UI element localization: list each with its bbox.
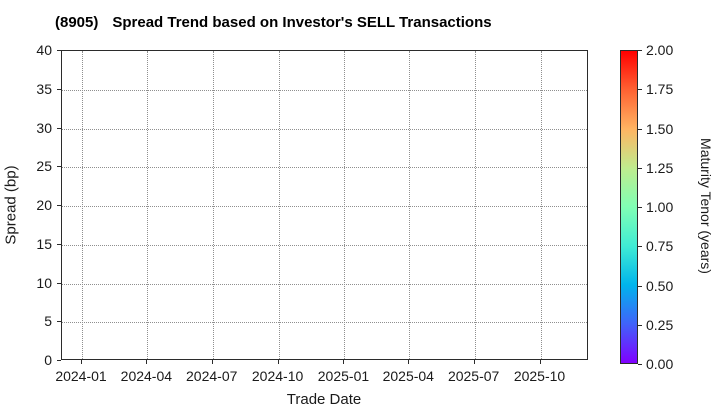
y-tick-label: 25 [36, 158, 52, 175]
y-gridline [62, 322, 587, 324]
colorbar-tick-label: 1.25 [646, 159, 674, 176]
colorbar-tick-label: 1.75 [646, 81, 674, 98]
x-tick-mark [343, 360, 345, 364]
y-tick-label: 0 [44, 352, 52, 368]
y-tick-mark [57, 282, 61, 284]
chart-title-text: Spread Trend based on Investor's SELL Tr… [112, 14, 492, 31]
y-gridline [62, 283, 587, 285]
y-gridline [62, 167, 587, 169]
x-gridline [474, 51, 476, 359]
x-gridline [409, 51, 411, 359]
colorbar-tick-label: 0.00 [646, 356, 674, 372]
x-tick-mark [473, 360, 475, 364]
x-tick-label: 2025-04 [382, 368, 434, 384]
y-tick-mark [57, 88, 61, 90]
colorbar-tick-label: 2.00 [646, 42, 674, 58]
y-tick-mark [57, 243, 61, 245]
y-tick-mark [57, 166, 61, 168]
colorbar-tick-mark [638, 89, 642, 91]
x-tick-label: 2025-10 [513, 368, 566, 384]
x-tick-mark [146, 360, 148, 364]
colorbar-tick-mark [638, 324, 642, 326]
x-gridline [278, 51, 280, 359]
colorbar-tick-label: 0.25 [646, 316, 674, 333]
colorbar-tick-mark [638, 128, 642, 130]
y-tick-mark [57, 50, 61, 51]
y-gridline [62, 89, 587, 91]
plot-area [61, 50, 588, 360]
x-gridline [147, 51, 149, 359]
colorbar-tick-mark [638, 50, 642, 51]
y-tick-label: 20 [36, 197, 52, 213]
colorbar-tick-label: 0.50 [646, 277, 674, 294]
colorbar-tick-label: 0.75 [646, 238, 674, 255]
y-tick-label: 30 [36, 119, 52, 136]
x-gridline [212, 51, 214, 359]
y-tick-label: 35 [36, 80, 52, 97]
x-tick-mark [539, 360, 541, 364]
x-tick-label: 2024-01 [55, 368, 107, 384]
x-axis-label: Trade Date [286, 391, 362, 408]
x-tick-mark [211, 360, 213, 364]
x-tick-mark [408, 360, 410, 364]
colorbar-tick-mark [638, 246, 642, 248]
x-tick-label: 2024-04 [120, 368, 173, 384]
y-tick-label: 5 [44, 313, 52, 330]
y-gridline [62, 128, 587, 130]
x-tick-label: 2024-10 [251, 368, 304, 384]
colorbar-tick-mark [638, 207, 642, 208]
colorbar-tick-mark [638, 364, 642, 365]
x-gridline [540, 51, 542, 359]
colorbar-tick-label: 1.00 [646, 199, 674, 215]
y-gridline [62, 206, 587, 207]
x-gridline [344, 51, 346, 359]
x-tick-label: 2024-07 [186, 368, 238, 384]
colorbar-tick-label: 1.50 [646, 120, 674, 137]
x-tick-label: 2025-07 [447, 368, 500, 384]
y-tick-label: 15 [36, 235, 52, 252]
y-tick-mark [57, 321, 61, 323]
colorbar-label: Maturity Tenor (years) [698, 138, 714, 274]
y-gridline [62, 244, 587, 246]
x-tick-mark [81, 360, 83, 364]
x-tick-mark [277, 360, 279, 364]
x-gridline [82, 51, 84, 359]
y-tick-mark [57, 360, 61, 361]
x-tick-label: 2025-01 [317, 368, 370, 384]
y-tick-mark [57, 205, 61, 206]
y-tick-label: 10 [36, 274, 52, 291]
colorbar-tick-mark [638, 167, 642, 169]
chart-title-code: (8905) [55, 14, 99, 31]
chart-title: (8905) Spread Trend based on Investor's S… [55, 14, 492, 31]
y-tick-mark [57, 127, 61, 129]
y-tick-label: 40 [36, 42, 52, 58]
colorbar-gradient [620, 50, 638, 364]
colorbar-tick-mark [638, 285, 642, 287]
